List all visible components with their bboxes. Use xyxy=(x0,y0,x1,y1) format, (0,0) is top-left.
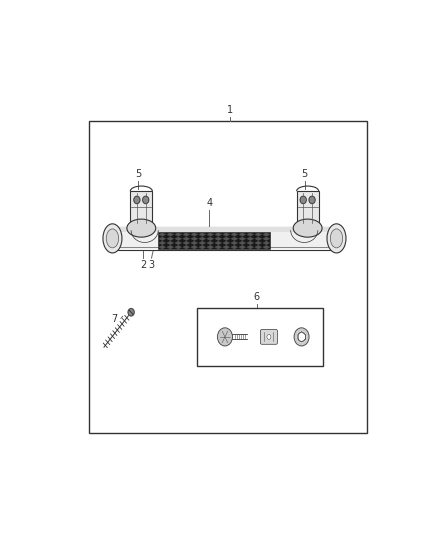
Polygon shape xyxy=(167,241,173,245)
Polygon shape xyxy=(167,245,173,249)
Polygon shape xyxy=(215,245,222,249)
Polygon shape xyxy=(223,237,230,240)
Polygon shape xyxy=(247,233,254,236)
Polygon shape xyxy=(175,245,182,249)
Ellipse shape xyxy=(106,229,119,248)
Polygon shape xyxy=(247,237,254,240)
Polygon shape xyxy=(255,233,261,236)
Polygon shape xyxy=(191,233,198,236)
Polygon shape xyxy=(199,233,206,236)
Polygon shape xyxy=(159,237,166,240)
Polygon shape xyxy=(167,237,173,240)
Polygon shape xyxy=(167,233,173,236)
Circle shape xyxy=(297,332,306,342)
Bar xyxy=(297,191,319,226)
Bar xyxy=(158,232,270,249)
Bar xyxy=(117,227,332,232)
Text: 4: 4 xyxy=(206,198,212,207)
Text: 3: 3 xyxy=(148,260,155,270)
Polygon shape xyxy=(239,237,246,240)
Polygon shape xyxy=(255,245,261,249)
Polygon shape xyxy=(175,237,182,240)
Bar xyxy=(117,232,332,249)
Polygon shape xyxy=(215,233,222,236)
Polygon shape xyxy=(223,241,230,245)
Polygon shape xyxy=(207,233,214,236)
Polygon shape xyxy=(183,241,190,245)
Polygon shape xyxy=(239,233,246,236)
Text: 5: 5 xyxy=(135,169,141,179)
Circle shape xyxy=(218,328,233,346)
Ellipse shape xyxy=(327,224,346,253)
Polygon shape xyxy=(199,241,206,245)
Polygon shape xyxy=(223,233,230,236)
Ellipse shape xyxy=(330,229,343,248)
Polygon shape xyxy=(159,241,166,245)
Polygon shape xyxy=(231,245,238,249)
Polygon shape xyxy=(191,241,198,245)
FancyBboxPatch shape xyxy=(261,329,277,344)
Polygon shape xyxy=(199,245,206,249)
Bar xyxy=(88,122,367,433)
Polygon shape xyxy=(183,245,190,249)
Bar xyxy=(197,308,323,366)
Polygon shape xyxy=(215,241,222,245)
Text: 8: 8 xyxy=(336,241,343,251)
Polygon shape xyxy=(263,233,270,236)
Circle shape xyxy=(267,334,271,340)
Polygon shape xyxy=(231,241,238,245)
Polygon shape xyxy=(239,241,246,245)
Polygon shape xyxy=(247,241,254,245)
Bar xyxy=(130,191,152,226)
Text: 2: 2 xyxy=(140,260,146,270)
Text: 5: 5 xyxy=(301,169,308,179)
Ellipse shape xyxy=(293,219,322,237)
Polygon shape xyxy=(183,233,190,236)
Text: 6: 6 xyxy=(254,292,260,302)
Circle shape xyxy=(128,309,134,316)
Polygon shape xyxy=(207,241,214,245)
Circle shape xyxy=(134,196,140,204)
Polygon shape xyxy=(191,245,198,249)
Polygon shape xyxy=(215,237,222,240)
Polygon shape xyxy=(159,233,166,236)
Circle shape xyxy=(300,196,306,204)
Polygon shape xyxy=(223,245,230,249)
Polygon shape xyxy=(263,245,270,249)
Ellipse shape xyxy=(127,219,156,237)
Text: 7: 7 xyxy=(111,314,117,324)
Polygon shape xyxy=(231,233,238,236)
Polygon shape xyxy=(263,237,270,240)
Polygon shape xyxy=(175,233,182,236)
Polygon shape xyxy=(247,245,254,249)
Circle shape xyxy=(309,196,315,204)
Text: 1: 1 xyxy=(226,105,233,115)
Polygon shape xyxy=(231,237,238,240)
Polygon shape xyxy=(183,237,190,240)
Ellipse shape xyxy=(103,224,122,253)
Polygon shape xyxy=(255,241,261,245)
Polygon shape xyxy=(159,245,166,249)
Polygon shape xyxy=(207,245,214,249)
Polygon shape xyxy=(199,237,206,240)
Polygon shape xyxy=(255,237,261,240)
Polygon shape xyxy=(191,237,198,240)
Polygon shape xyxy=(263,241,270,245)
Circle shape xyxy=(143,196,149,204)
Polygon shape xyxy=(239,245,246,249)
Polygon shape xyxy=(207,237,214,240)
Circle shape xyxy=(294,328,309,346)
Polygon shape xyxy=(175,241,182,245)
